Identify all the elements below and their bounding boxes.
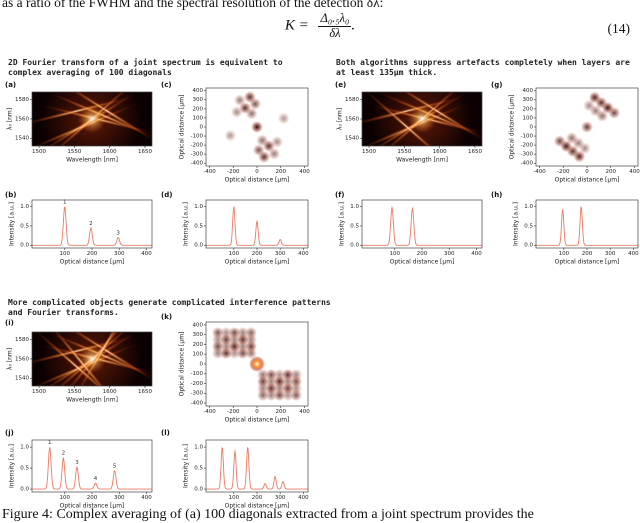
caption-bottom-left-group: More complicated objects generate compli… (8, 298, 331, 317)
panel-i-plot (4, 318, 160, 410)
equation-denominator: δλ (329, 25, 341, 40)
panel-d-plot (160, 190, 312, 270)
panel-label-b: (b) (5, 191, 17, 199)
equation-number: (14) (607, 21, 631, 36)
panel-label-k: (k) (161, 313, 173, 321)
panel-label-j: (j) (5, 429, 14, 437)
caption-top-right-group: Both algorithms suppress artefacts compl… (336, 58, 630, 77)
panel-l-plot (160, 428, 312, 512)
panel-h-plot (490, 190, 640, 270)
equation-14: K = Δ₀.₅λ₀ δλ . (14) (0, 11, 640, 41)
panel-label-c: (c) (161, 81, 172, 89)
body-text-line: as a ratio of the FWHM and the spectral … (2, 0, 384, 10)
panel-f-plot (334, 190, 490, 270)
panel-k-plot (160, 312, 312, 424)
caption-top-left-group: 2D Fourier transform of a joint spectrum… (8, 58, 283, 77)
equation-lhs: K = (284, 17, 309, 34)
panel-a-plot (4, 80, 160, 172)
panel-c-plot (160, 80, 312, 184)
panel-label-a: (a) (5, 81, 17, 89)
panel-j-plot (4, 428, 160, 512)
panel-label-e: (e) (335, 81, 347, 89)
panel-label-l: (l) (161, 429, 170, 437)
panel-g-plot (490, 80, 640, 184)
panel-e-plot (334, 80, 490, 172)
panel-label-h: (h) (491, 191, 503, 199)
panel-label-g: (g) (491, 81, 503, 89)
panel-label-i: (i) (5, 319, 14, 327)
panel-label-d: (d) (161, 191, 173, 199)
panel-label-f: (f) (335, 191, 345, 199)
panel-b-plot (4, 190, 160, 270)
figure-caption: Figure 4: Complex averaging of (a) 100 d… (2, 507, 534, 522)
equation-fraction: Δ₀.₅λ₀ δλ (318, 11, 352, 41)
equation-trailing-period: . (351, 17, 356, 34)
equation-numerator: Δ₀.₅λ₀ (318, 11, 352, 27)
